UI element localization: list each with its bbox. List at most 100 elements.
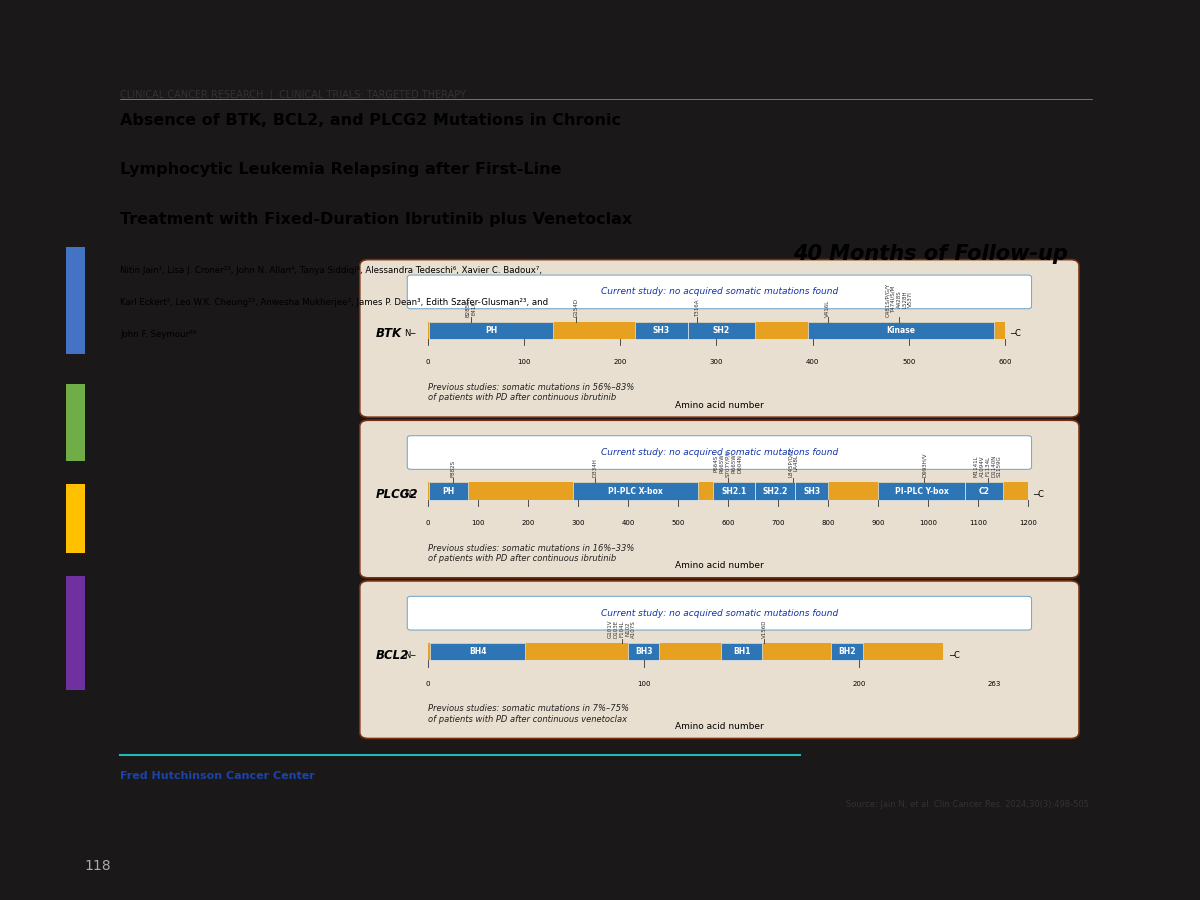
Text: 1100: 1100: [968, 520, 986, 526]
FancyBboxPatch shape: [878, 482, 965, 500]
Text: PH: PH: [442, 487, 455, 496]
Text: 200: 200: [852, 680, 865, 687]
Text: Amino acid number: Amino acid number: [676, 722, 763, 731]
Text: B285S
E41K: B285S E41K: [466, 299, 476, 317]
Text: 600: 600: [998, 359, 1012, 365]
Text: 100: 100: [517, 359, 530, 365]
Text: C481S/P/G/Y
T474I/S/M
A428S
L528H
V537I: C481S/P/G/Y T474I/S/M A428S L528H V537I: [884, 283, 913, 317]
Text: Fred Hutchinson Cancer Center: Fred Hutchinson Cancer Center: [120, 770, 314, 780]
Text: 1200: 1200: [1019, 520, 1037, 526]
Text: N─: N─: [404, 329, 415, 338]
Text: 400: 400: [806, 359, 820, 365]
FancyBboxPatch shape: [635, 321, 688, 339]
FancyBboxPatch shape: [66, 247, 85, 354]
Text: 300: 300: [571, 520, 584, 526]
Text: V156D: V156D: [762, 619, 767, 638]
FancyBboxPatch shape: [965, 482, 1003, 500]
FancyBboxPatch shape: [407, 275, 1032, 309]
Text: BH1: BH1: [733, 647, 750, 656]
FancyBboxPatch shape: [66, 576, 85, 690]
FancyBboxPatch shape: [66, 484, 85, 553]
Text: Previous studies: somatic mutations in 56%–83%
of patients with PD after continu: Previous studies: somatic mutations in 5…: [428, 383, 635, 402]
Text: SH2.1: SH2.1: [721, 487, 746, 496]
Text: 1000: 1000: [919, 520, 937, 526]
FancyBboxPatch shape: [756, 482, 796, 500]
FancyBboxPatch shape: [428, 482, 1028, 500]
Text: C2: C2: [979, 487, 990, 496]
Text: BCL2: BCL2: [376, 649, 409, 662]
Text: Current study: no acquired somatic mutations found: Current study: no acquired somatic mutat…: [601, 608, 838, 617]
FancyBboxPatch shape: [688, 321, 755, 339]
Text: 100: 100: [472, 520, 485, 526]
FancyBboxPatch shape: [713, 482, 756, 500]
FancyBboxPatch shape: [407, 597, 1032, 630]
Text: ─C: ─C: [1033, 490, 1044, 499]
FancyBboxPatch shape: [721, 643, 762, 661]
Text: ─C: ─C: [948, 651, 960, 660]
Text: 100: 100: [637, 680, 650, 687]
Text: PH: PH: [485, 326, 497, 335]
Text: 200: 200: [521, 520, 535, 526]
Text: M1141L
A1094V
F1134L
D1140N
S1159G: M1141L A1094V F1134L D1140N S1159G: [973, 454, 1002, 477]
Text: 800: 800: [821, 520, 835, 526]
Text: PI-PLC X-box: PI-PLC X-box: [608, 487, 662, 496]
Text: 500: 500: [671, 520, 685, 526]
Text: SH2: SH2: [713, 326, 730, 335]
Text: Amino acid number: Amino acid number: [676, 400, 763, 410]
Text: BTK: BTK: [376, 328, 402, 340]
Text: 400: 400: [622, 520, 635, 526]
FancyBboxPatch shape: [430, 321, 553, 339]
Text: John F. Seymour⁸⁹: John F. Seymour⁸⁹: [120, 330, 196, 339]
FancyBboxPatch shape: [407, 436, 1032, 470]
Text: N─: N─: [404, 490, 415, 499]
Text: 118: 118: [84, 859, 110, 873]
Text: BH3: BH3: [635, 647, 653, 656]
Text: SH3: SH3: [653, 326, 670, 335]
Text: G101V
D103E
F104L
N102
A107S: G101V D103E F104L N102 A107S: [608, 619, 636, 638]
Text: Previous studies: somatic mutations in 16%–33%
of patients with PD after continu: Previous studies: somatic mutations in 1…: [428, 544, 635, 563]
FancyBboxPatch shape: [360, 420, 1079, 578]
Text: 700: 700: [772, 520, 785, 526]
Text: PI-PLC Y-box: PI-PLC Y-box: [895, 487, 948, 496]
Text: 300: 300: [709, 359, 724, 365]
Text: Source: Jain N, et al. Clin Cancer Res. 2024;30(3):498-505.: Source: Jain N, et al. Clin Cancer Res. …: [846, 800, 1092, 809]
Text: V416L: V416L: [826, 300, 830, 317]
FancyBboxPatch shape: [796, 482, 828, 500]
Text: G154D: G154D: [574, 298, 578, 317]
Text: PLCG2: PLCG2: [376, 488, 418, 501]
Text: 0: 0: [426, 520, 431, 526]
FancyBboxPatch shape: [428, 643, 943, 661]
Text: Nitin Jain¹, Lisa J. Croner²³, John N. Allan⁴, Tanya Siddiqi⁵, Alessandra Tedesc: Nitin Jain¹, Lisa J. Croner²³, John N. A…: [120, 266, 542, 274]
FancyBboxPatch shape: [629, 643, 659, 661]
Text: 0: 0: [426, 680, 431, 687]
FancyBboxPatch shape: [808, 321, 995, 339]
Text: Karl Eckert³, Leo W.K. Cheung²³, Anwesha Mukherjee³, James P. Dean³, Edith Szafe: Karl Eckert³, Leo W.K. Cheung²³, Anwesha…: [120, 298, 548, 307]
FancyBboxPatch shape: [830, 643, 863, 661]
Text: Previous studies: somatic mutations in 7%–75%
of patients with PD after continuo: Previous studies: somatic mutations in 7…: [428, 705, 629, 724]
Text: P664S
R665W
S707Y/P/Y
R665W
D604N: P664S R665W S707Y/P/Y R665W D604N: [714, 450, 742, 477]
Text: 500: 500: [902, 359, 916, 365]
FancyBboxPatch shape: [428, 482, 468, 500]
Text: L845P/Q/V
LA48L: L845P/Q/V LA48L: [787, 449, 798, 477]
Text: 900: 900: [871, 520, 884, 526]
Text: 600: 600: [721, 520, 734, 526]
Text: SH2.2: SH2.2: [763, 487, 788, 496]
Text: Current study: no acquired somatic mutations found: Current study: no acquired somatic mutat…: [601, 448, 838, 457]
Text: BH4: BH4: [469, 647, 486, 656]
FancyBboxPatch shape: [360, 580, 1079, 739]
Text: N─: N─: [404, 651, 415, 660]
Text: 263: 263: [988, 680, 1001, 687]
Text: Absence of BTK, BCL2, and PLCG2 Mutations in Chronic: Absence of BTK, BCL2, and PLCG2 Mutation…: [120, 112, 622, 128]
Text: Current study: no acquired somatic mutations found: Current study: no acquired somatic mutat…: [601, 287, 838, 296]
FancyBboxPatch shape: [574, 482, 698, 500]
Text: D334H: D334H: [593, 458, 598, 477]
Text: 40 Months of Follow-up: 40 Months of Follow-up: [792, 244, 1068, 265]
Text: ─C: ─C: [1010, 329, 1021, 338]
Text: D993H/V: D993H/V: [922, 453, 926, 477]
Text: 200: 200: [613, 359, 626, 365]
FancyBboxPatch shape: [431, 643, 526, 661]
Text: T316A: T316A: [695, 299, 700, 317]
Text: Lymphocytic Leukemia Relapsing after First-Line: Lymphocytic Leukemia Relapsing after Fir…: [120, 162, 562, 177]
FancyBboxPatch shape: [428, 321, 1004, 339]
FancyBboxPatch shape: [360, 259, 1079, 418]
